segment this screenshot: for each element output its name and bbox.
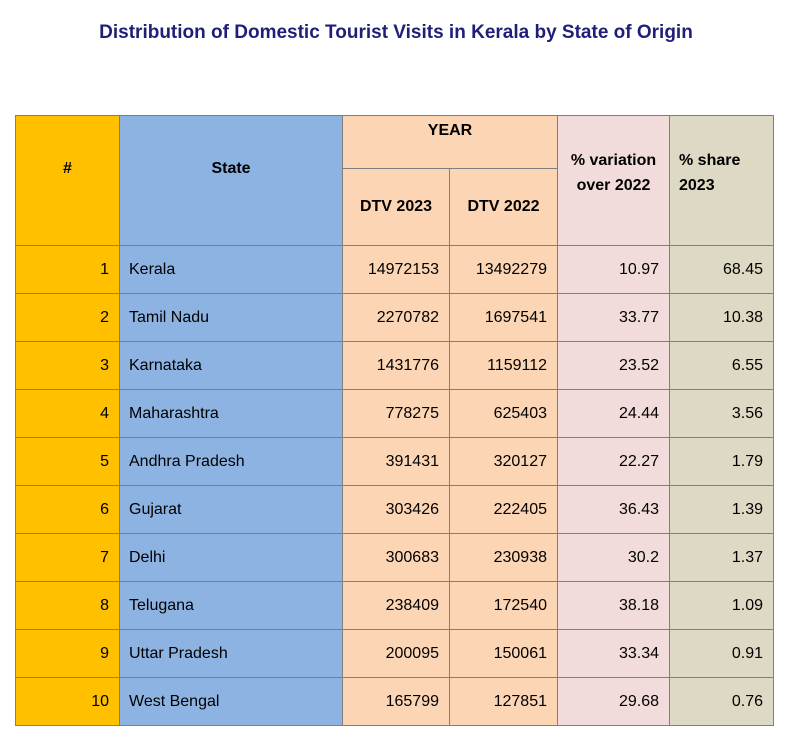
table-row: 2 Tamil Nadu 2270782 1697541 33.77 10.38 [15,293,774,342]
cell-dtv-2023: 238409 [342,581,450,630]
header-share-line1: % share [679,152,741,169]
page-title: Distribution of Domestic Tourist Visits … [99,22,693,43]
cell-share: 1.39 [669,485,774,534]
cell-share: 1.37 [669,533,774,582]
cell-share: 10.38 [669,293,774,342]
cell-share: 1.79 [669,437,774,486]
table-header: # State YEAR % variation over 2022 % sha… [15,115,774,246]
cell-variation: 38.18 [557,581,670,630]
cell-share: 0.76 [669,677,774,726]
cell-dtv-2022: 230938 [449,533,558,582]
cell-dtv-2022: 625403 [449,389,558,438]
cell-variation: 33.77 [557,293,670,342]
cell-state: Delhi [119,533,343,582]
cell-dtv-2022: 1697541 [449,293,558,342]
cell-dtv-2022: 127851 [449,677,558,726]
cell-state: Maharashtra [119,389,343,438]
cell-num: 6 [15,485,120,534]
cell-variation: 24.44 [557,389,670,438]
header-variation-line1: % variation [570,152,657,169]
cell-state: Telugana [119,581,343,630]
header-share: % share 2023 [669,115,774,246]
cell-num: 10 [15,677,120,726]
cell-share: 68.45 [669,245,774,294]
cell-variation: 22.27 [557,437,670,486]
table-row: 3 Karnataka 1431776 1159112 23.52 6.55 [15,341,774,390]
header-variation-line2: over 2022 [576,177,651,194]
cell-state: Uttar Pradesh [119,629,343,678]
cell-dtv-2022: 222405 [449,485,558,534]
header-share-line2: 2023 [679,177,715,194]
table-row: 1 Kerala 14972153 13492279 10.97 68.45 [15,245,774,294]
cell-variation: 29.68 [557,677,670,726]
cell-state: Kerala [119,245,343,294]
tourist-visits-table: # State YEAR % variation over 2022 % sha… [15,115,774,726]
cell-num: 3 [15,341,120,390]
table-row: 9 Uttar Pradesh 200095 150061 33.34 0.91 [15,629,774,678]
table-row: 4 Maharashtra 778275 625403 24.44 3.56 [15,389,774,438]
cell-dtv-2022: 13492279 [449,245,558,294]
cell-dtv-2022: 172540 [449,581,558,630]
table-row: 6 Gujarat 303426 222405 36.43 1.39 [15,485,774,534]
cell-dtv-2022: 1159112 [449,341,558,390]
cell-variation: 30.2 [557,533,670,582]
cell-num: 8 [15,581,120,630]
cell-dtv-2023: 1431776 [342,341,450,390]
table-row: 8 Telugana 238409 172540 38.18 1.09 [15,581,774,630]
cell-dtv-2023: 300683 [342,533,450,582]
header-state: State [119,115,343,246]
cell-state: West Bengal [119,677,343,726]
cell-dtv-2023: 14972153 [342,245,450,294]
cell-variation: 10.97 [557,245,670,294]
cell-num: 7 [15,533,120,582]
table-body: 1 Kerala 14972153 13492279 10.97 68.45 2 Tamil … [15,245,774,726]
cell-share: 1.09 [669,581,774,630]
cell-share: 3.56 [669,389,774,438]
cell-variation: 23.52 [557,341,670,390]
header-year: YEAR [342,115,558,169]
cell-dtv-2023: 303426 [342,485,450,534]
cell-state: Gujarat [119,485,343,534]
cell-dtv-2023: 165799 [342,677,450,726]
table-row: 7 Delhi 300683 230938 30.2 1.37 [15,533,774,582]
cell-share: 0.91 [669,629,774,678]
table-row: 5 Andhra Pradesh 391431 320127 22.27 1.79 [15,437,774,486]
cell-state: Karnataka [119,341,343,390]
header-dtv-2022: DTV 2022 [449,168,558,246]
header-variation: % variation over 2022 [557,115,670,246]
table-row: 10 West Bengal 165799 127851 29.68 0.76 [15,677,774,726]
cell-dtv-2022: 150061 [449,629,558,678]
cell-num: 5 [15,437,120,486]
cell-dtv-2022: 320127 [449,437,558,486]
header-num: # [15,115,120,246]
header-dtv-2023: DTV 2023 [342,168,450,246]
cell-num: 1 [15,245,120,294]
cell-variation: 36.43 [557,485,670,534]
cell-dtv-2023: 200095 [342,629,450,678]
cell-state: Andhra Pradesh [119,437,343,486]
cell-dtv-2023: 2270782 [342,293,450,342]
cell-state: Tamil Nadu [119,293,343,342]
cell-num: 9 [15,629,120,678]
cell-dtv-2023: 778275 [342,389,450,438]
cell-share: 6.55 [669,341,774,390]
cell-dtv-2023: 391431 [342,437,450,486]
cell-num: 2 [15,293,120,342]
cell-num: 4 [15,389,120,438]
cell-variation: 33.34 [557,629,670,678]
